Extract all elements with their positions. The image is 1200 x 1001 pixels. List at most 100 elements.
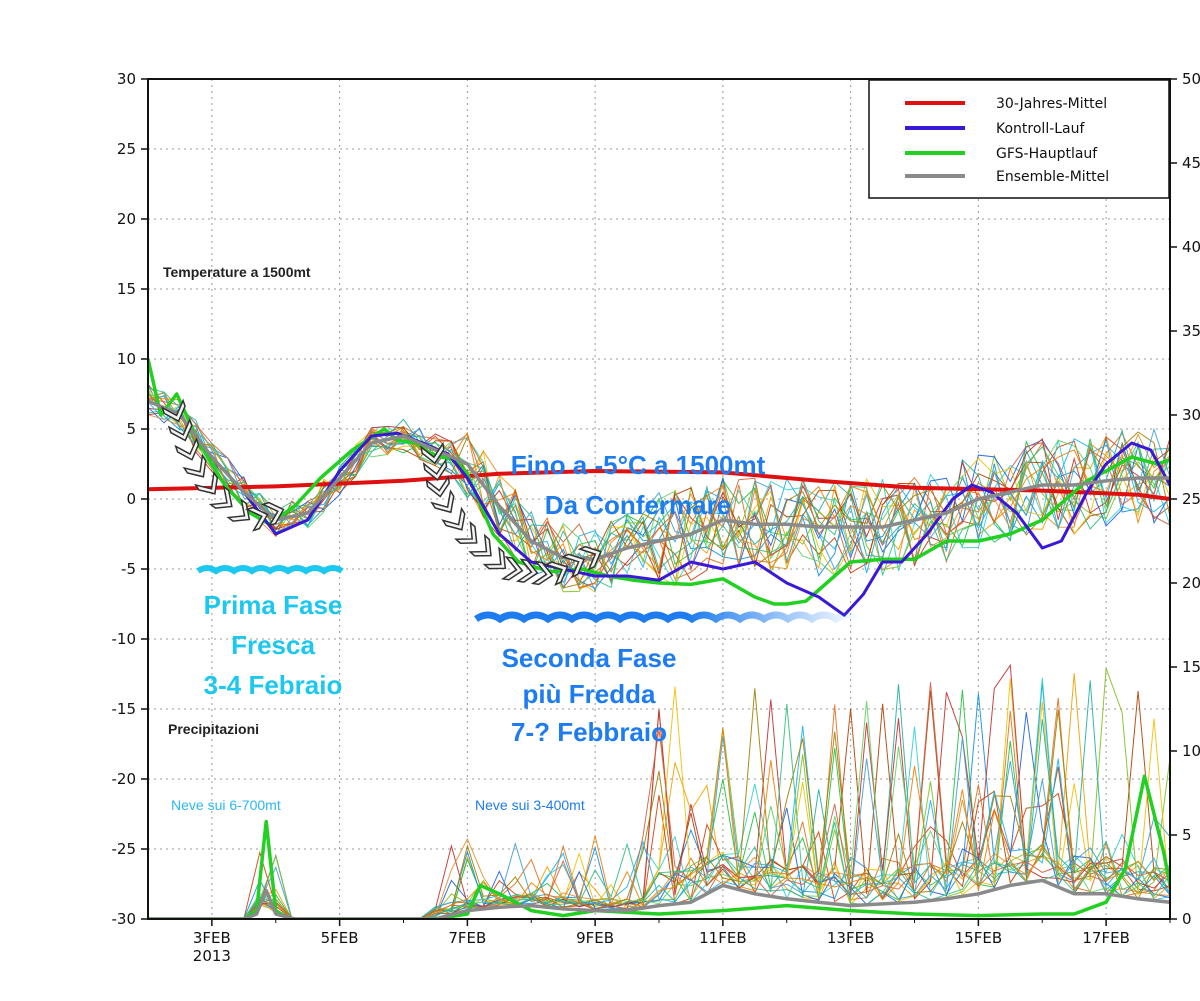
- chevron-mark: [544, 561, 569, 587]
- snow-note-phase2: Neve sui 3-400mt: [475, 797, 585, 813]
- series-line-kontroll-lauf: [148, 399, 1170, 617]
- chevron-mark: [453, 520, 478, 544]
- left-tick-label: -10: [112, 630, 137, 648]
- chevron-mark: [530, 560, 554, 586]
- x-tick-label: 11FEB: [699, 929, 746, 947]
- phase2-line3: 7-? Febbraio: [511, 717, 667, 747]
- left-tick-label: -20: [112, 770, 137, 788]
- x-tick-label: 3FEB: [193, 929, 231, 947]
- ensemble-member-precip: [148, 728, 1170, 919]
- phase2-line1: Seconda Fase: [502, 643, 677, 673]
- ensemble-member-line: [148, 389, 1170, 577]
- ensemble-member-precip: [148, 712, 1170, 919]
- wave-marker-phase1: [196, 565, 344, 575]
- left-tick-label: 20: [117, 210, 136, 228]
- left-tick-label: -30: [112, 910, 137, 928]
- x-tick-label: 13FEB: [827, 929, 874, 947]
- right-tick-label: 5: [1182, 826, 1192, 844]
- ensemble-member-line: [148, 398, 1170, 573]
- chevron-mark: [468, 533, 492, 557]
- chevron-mark: [208, 485, 233, 509]
- chevron-mark: [420, 441, 445, 465]
- right-tick-label: 15: [1182, 658, 1200, 676]
- chevron-mark: [482, 546, 507, 570]
- chevron-mark: [194, 470, 219, 495]
- right-tick-label: 0: [1182, 910, 1192, 928]
- chevron-mark: [167, 417, 193, 442]
- wave-marker-phase2: [474, 611, 862, 624]
- chevron-mark: [422, 458, 448, 481]
- chevron-mark: [500, 556, 524, 581]
- chevron-mark: [441, 506, 466, 531]
- legend: 30-Jahres-Mittel Kontroll-Lauf GFS-Haupt…: [868, 79, 1170, 199]
- phase2-line2: più Fredda: [523, 679, 656, 709]
- x-tick-label: 9FEB: [576, 929, 614, 947]
- chevron-mark: [577, 545, 602, 571]
- x-tick-label: 15FEB: [955, 929, 1002, 947]
- left-tick-label: -5: [121, 560, 136, 578]
- right-tick-label: 10: [1182, 742, 1200, 760]
- plot-frame: [147, 78, 1171, 920]
- series-line-ensemble-mittel: [148, 399, 1170, 561]
- cold-note-line2: Da Confermare: [545, 490, 731, 520]
- legend-label-gfs: GFS-Hauptlauf: [996, 146, 1098, 162]
- legend-label-kontroll: Kontroll-Lauf: [996, 121, 1086, 137]
- x-year-label: 2013: [193, 947, 231, 965]
- ensemble-member-line: [148, 387, 1170, 593]
- right-tick-label: 40: [1182, 238, 1200, 256]
- right-tick-label: 20: [1182, 574, 1200, 592]
- precipitation-title: Precipitazioni: [168, 721, 259, 737]
- ensemble-member-precip: [148, 680, 1170, 919]
- chevron-arrows: [160, 398, 602, 587]
- chevron-mark: [515, 558, 539, 583]
- ensemble-member-precip: [148, 703, 1170, 919]
- temperature-title: Temperature a 1500mt: [163, 264, 311, 280]
- left-tick-label: 25: [117, 140, 136, 158]
- left-axis-ticks: 30 25 20 15 10 5 0 -5 -10 -15 -20 -25 -30: [112, 70, 148, 928]
- ensemble-member-line: [148, 409, 1170, 578]
- legend-label-mittel: 30-Jahres-Mittel: [996, 96, 1107, 112]
- left-tick-label: 10: [117, 350, 136, 368]
- ensemble-member-precip: [148, 736, 1170, 919]
- right-tick-label: 45: [1182, 154, 1200, 172]
- chevron-mark: [425, 475, 451, 498]
- left-tick-label: 5: [126, 420, 136, 438]
- phase1-line3: 3-4 Febraio: [204, 670, 343, 700]
- ensemble-member-precip: [148, 663, 1170, 919]
- left-tick-label: 15: [117, 280, 136, 298]
- right-tick-label: 50: [1182, 70, 1200, 88]
- right-tick-label: 30: [1182, 406, 1200, 424]
- snow-note-phase1: Neve sui 6-700mt: [171, 797, 281, 813]
- left-tick-label: 30: [117, 70, 136, 88]
- phase1-line2: Fresca: [231, 630, 315, 660]
- left-tick-label: -25: [112, 840, 137, 858]
- ensemble-member-precip: [148, 682, 1170, 919]
- chevron-mark: [261, 501, 285, 527]
- left-tick-label: 0: [126, 490, 136, 508]
- series-line-gfs-hauptlauf: [148, 358, 1170, 606]
- chevron-mark: [174, 437, 200, 461]
- right-tick-label: 25: [1182, 490, 1200, 508]
- left-tick-label: -15: [112, 700, 137, 718]
- x-tick-label: 7FEB: [448, 929, 486, 947]
- x-tick-label: 5FEB: [321, 929, 359, 947]
- phase1-line1: Prima Fase: [204, 590, 343, 620]
- chevron-mark: [160, 398, 186, 423]
- ensemble-member-precip: [148, 689, 1170, 919]
- chevron-mark: [182, 453, 207, 478]
- ensemble-member-precip: [148, 678, 1170, 919]
- cold-note-line1: Fino a -5°C a 1500mt: [511, 450, 766, 480]
- x-tick-label: 17FEB: [1082, 929, 1129, 947]
- ensemble-member-precip: [148, 688, 1170, 919]
- right-tick-label: 35: [1182, 322, 1200, 340]
- chevron-mark: [430, 489, 455, 514]
- ensemble-member-precip: [148, 700, 1170, 919]
- legend-label-ensemble: Ensemble-Mittel: [996, 169, 1109, 185]
- chevron-mark: [226, 498, 251, 522]
- ensemble-member-precip: [148, 799, 1170, 919]
- chevron-mark: [561, 553, 586, 579]
- ensemble-member-precip: [148, 725, 1170, 919]
